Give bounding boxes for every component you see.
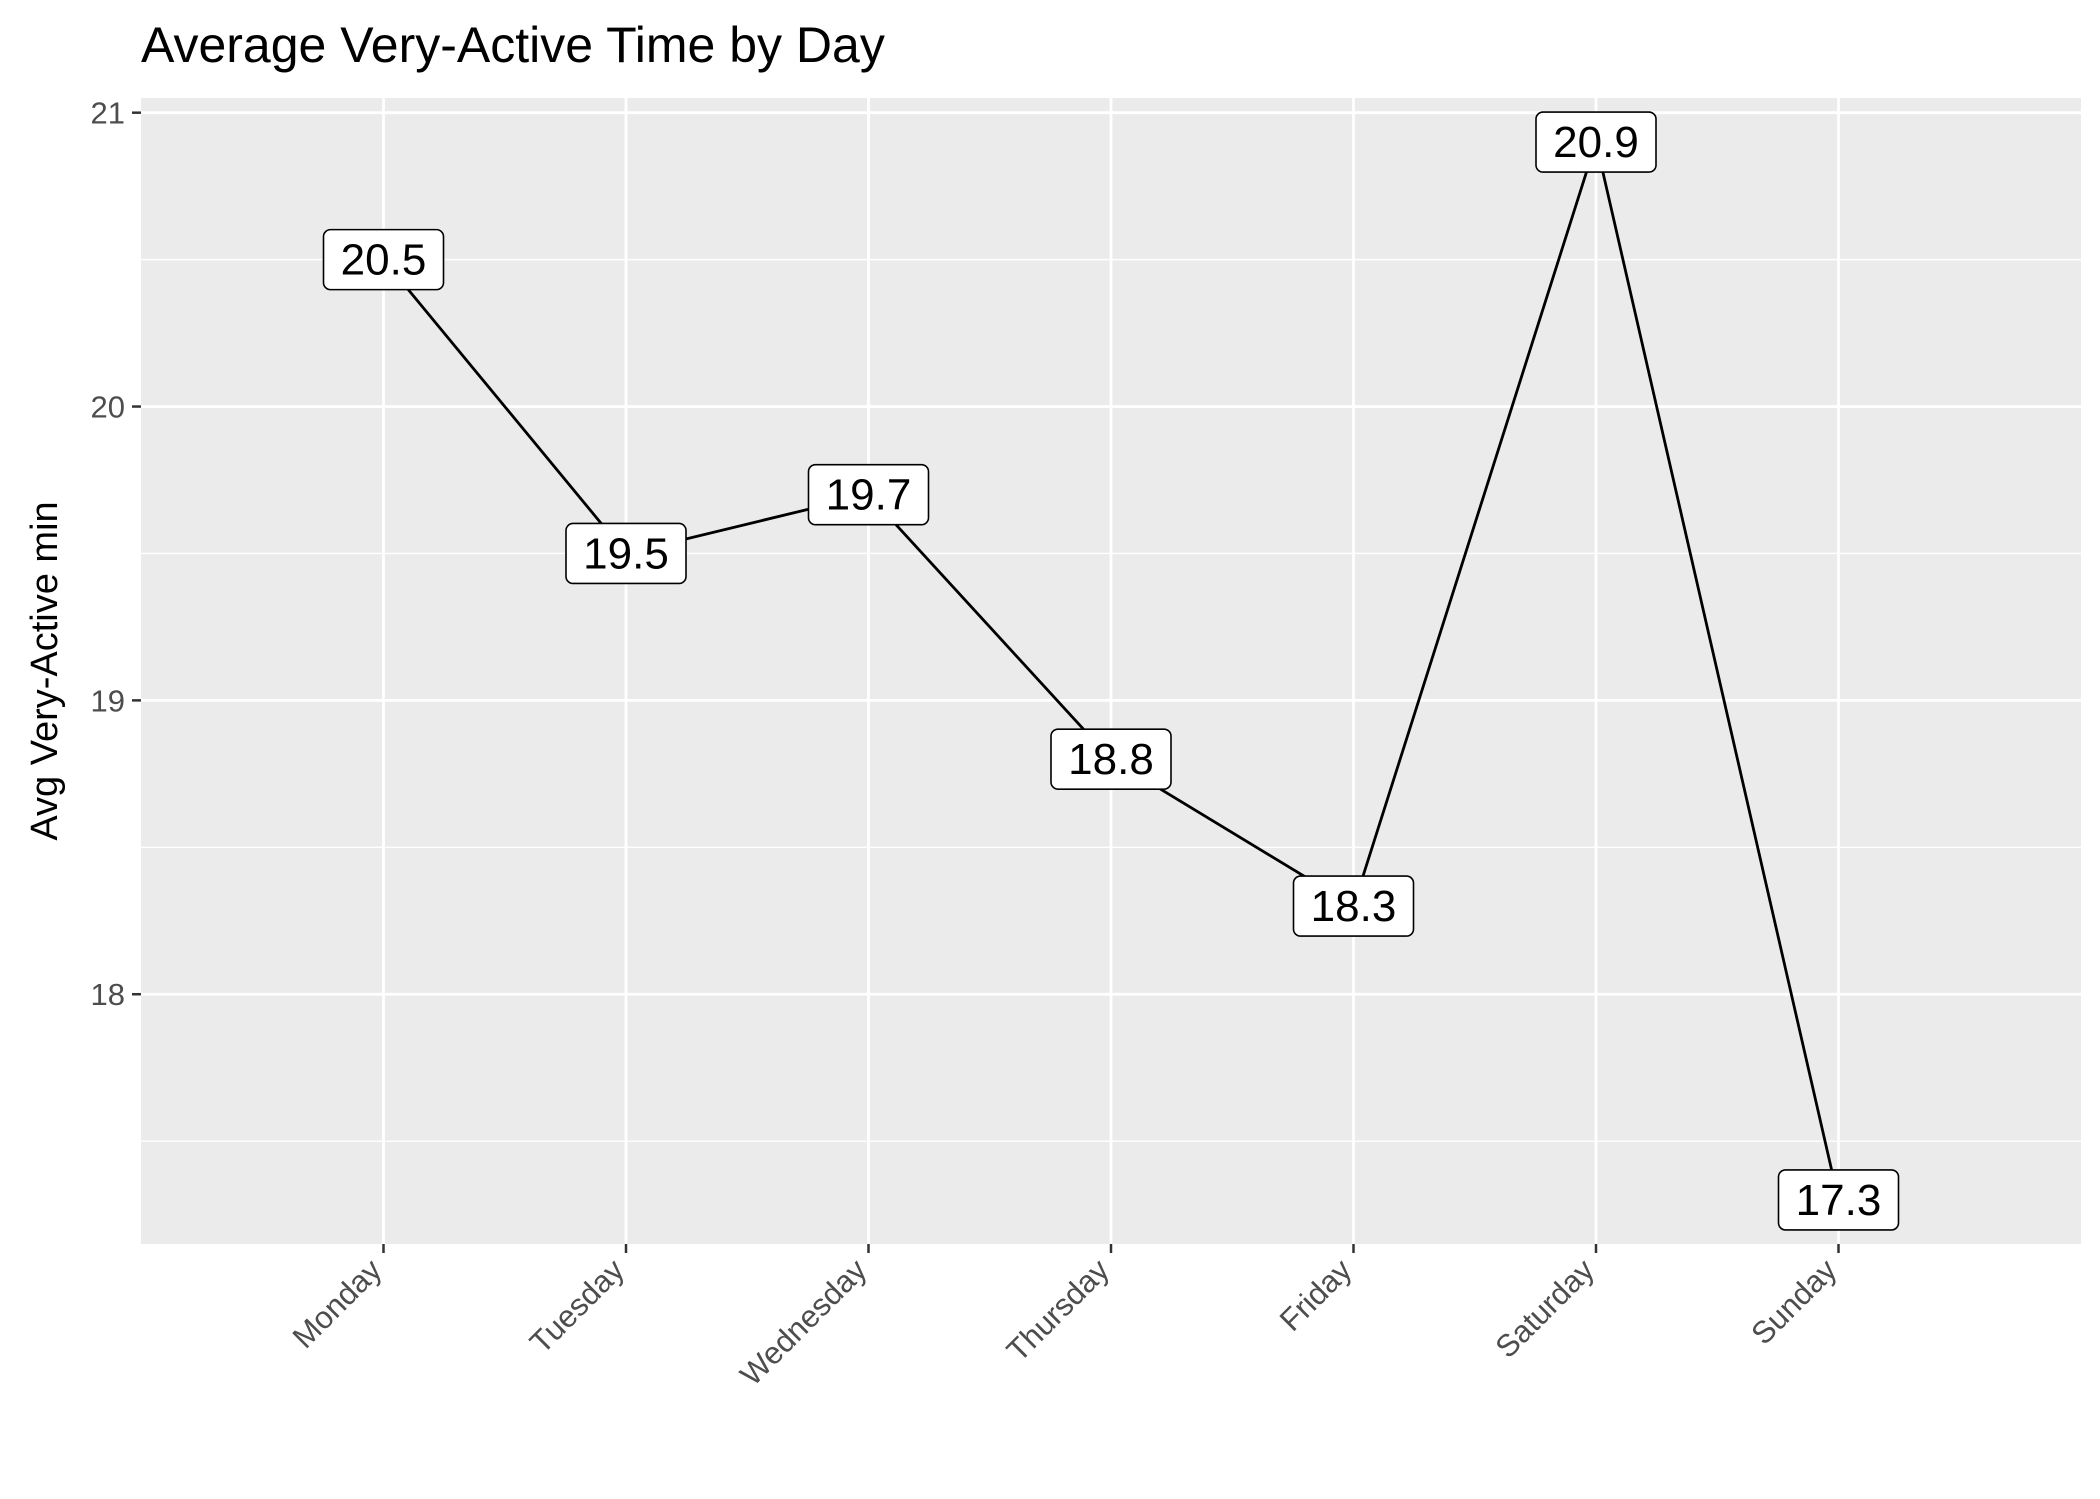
x-tick-label: Tuesday <box>523 1252 631 1360</box>
data-label-box <box>565 522 687 585</box>
y-tick-label: 21 <box>91 96 125 131</box>
data-label: 18.8 <box>1050 728 1172 790</box>
data-label: 20.5 <box>322 228 445 291</box>
data-labels: 20.5 19.5 19.7 18.8 18.3 20.9 17.3 <box>322 111 1900 1231</box>
data-label-box <box>1292 875 1415 937</box>
x-tick-label: Friday <box>1273 1252 1359 1338</box>
data-label-text: 20.9 <box>1553 118 1639 167</box>
data-label: 20.9 <box>1535 111 1657 173</box>
x-tick-label: Sunday <box>1744 1252 1843 1351</box>
data-label-text: 19.5 <box>583 529 669 578</box>
data-label-box <box>1050 728 1172 790</box>
y-tick-label: 18 <box>91 977 125 1012</box>
data-label-text: 17.3 <box>1796 1176 1882 1225</box>
data-label: 17.3 <box>1777 1169 1900 1231</box>
y-tick-label: 19 <box>91 683 125 718</box>
data-label-box <box>1535 111 1657 173</box>
data-label-box <box>322 228 445 291</box>
data-label: 18.3 <box>1292 875 1415 937</box>
x-tick-label: Saturday <box>1488 1252 1601 1365</box>
data-label-text: 18.8 <box>1068 735 1154 784</box>
y-axis-title: Avg Very-Active min <box>24 501 66 840</box>
data-label-text: 18.3 <box>1311 882 1397 931</box>
data-label-text: 20.5 <box>341 236 427 285</box>
data-label: 19.7 <box>807 463 930 526</box>
data-label-text: 19.7 <box>826 471 912 520</box>
chart-title: Average Very-Active Time by Day <box>141 17 885 73</box>
data-label-box <box>1777 1169 1900 1231</box>
data-label-box <box>807 463 930 526</box>
y-tick-label: 20 <box>91 390 125 425</box>
data-label: 19.5 <box>565 522 687 585</box>
x-axis: Monday Tuesday Wednesday Thursday Friday Satu… <box>286 1244 1844 1392</box>
x-tick-label: Monday <box>286 1252 389 1355</box>
x-tick-label: Thursday <box>1000 1252 1116 1368</box>
x-tick-label: Wednesday <box>733 1252 873 1392</box>
y-axis: 18 19 20 21 <box>91 96 141 1012</box>
